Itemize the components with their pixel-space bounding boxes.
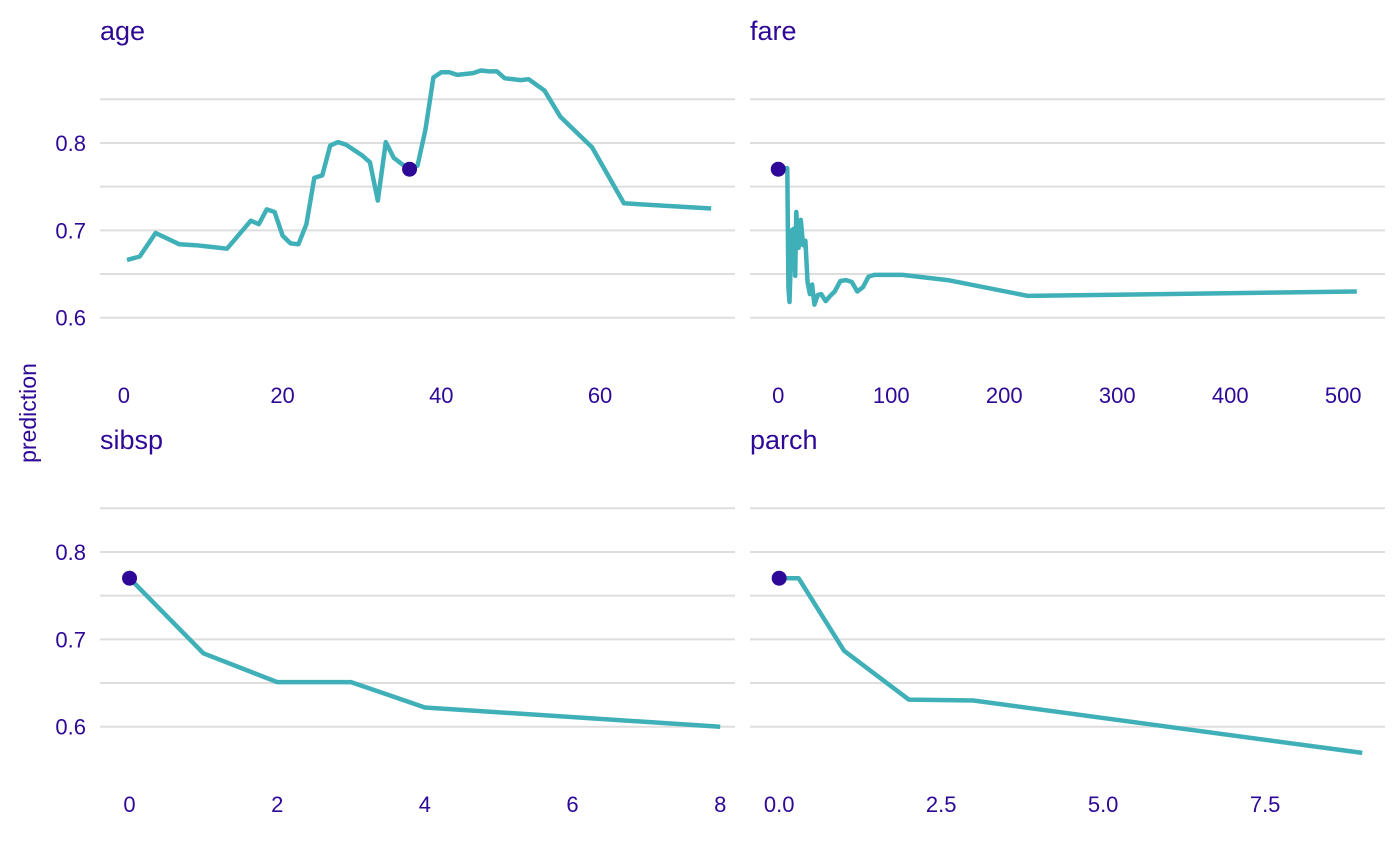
profile-line [779, 575, 1363, 756]
y-axis-label: prediction [15, 363, 41, 463]
x-tick-label: 2.5 [926, 792, 957, 817]
profile-line [778, 166, 1357, 307]
observation-point [122, 570, 138, 586]
x-tick-label: 300 [1099, 383, 1136, 408]
y-tick-label: 0.7 [55, 627, 86, 652]
x-tick-label: 2 [271, 792, 283, 817]
panel-title: parch [750, 425, 818, 455]
panel-title: fare [750, 16, 797, 46]
x-tick-label: 0 [118, 383, 130, 408]
x-tick-label: 100 [873, 383, 910, 408]
x-tick-label: 0 [772, 383, 784, 408]
y-tick-label: 0.7 [55, 218, 86, 243]
profile-line [127, 576, 721, 729]
x-tick-label: 5.0 [1088, 792, 1119, 817]
panel-title: sibsp [100, 425, 163, 455]
x-tick-label: 200 [986, 383, 1023, 408]
observation-point [770, 161, 786, 177]
profile-line [126, 68, 712, 263]
x-tick-label: 0.0 [764, 792, 795, 817]
x-tick-label: 500 [1325, 383, 1362, 408]
y-tick-label: 0.8 [55, 131, 86, 156]
y-tick-label: 0.6 [55, 306, 86, 331]
panel-age: age 0.6 0.7 0.8 0 20 40 60 [55, 16, 735, 408]
x-tick-label: 40 [429, 383, 453, 408]
x-tick-label: 7.5 [1250, 792, 1281, 817]
observation-point [771, 570, 787, 586]
y-tick-label: 0.6 [55, 715, 86, 740]
x-tick-label: 0 [123, 792, 135, 817]
x-tick-label: 6 [566, 792, 578, 817]
panel-parch: parch 0.0 2.5 5.0 7.5 [750, 425, 1385, 817]
x-tick-label: 400 [1212, 383, 1249, 408]
observation-point [402, 161, 418, 177]
panel-fare: fare 0 100 200 300 400 500 [750, 16, 1385, 408]
panel-title: age [100, 16, 145, 46]
x-tick-label: 20 [270, 383, 294, 408]
panel-sibsp: sibsp 0.6 0.7 0.8 0 2 4 6 8 [55, 425, 735, 817]
x-tick-label: 8 [714, 792, 726, 817]
y-tick-label: 0.8 [55, 540, 86, 565]
x-tick-label: 60 [588, 383, 612, 408]
x-tick-label: 4 [419, 792, 431, 817]
